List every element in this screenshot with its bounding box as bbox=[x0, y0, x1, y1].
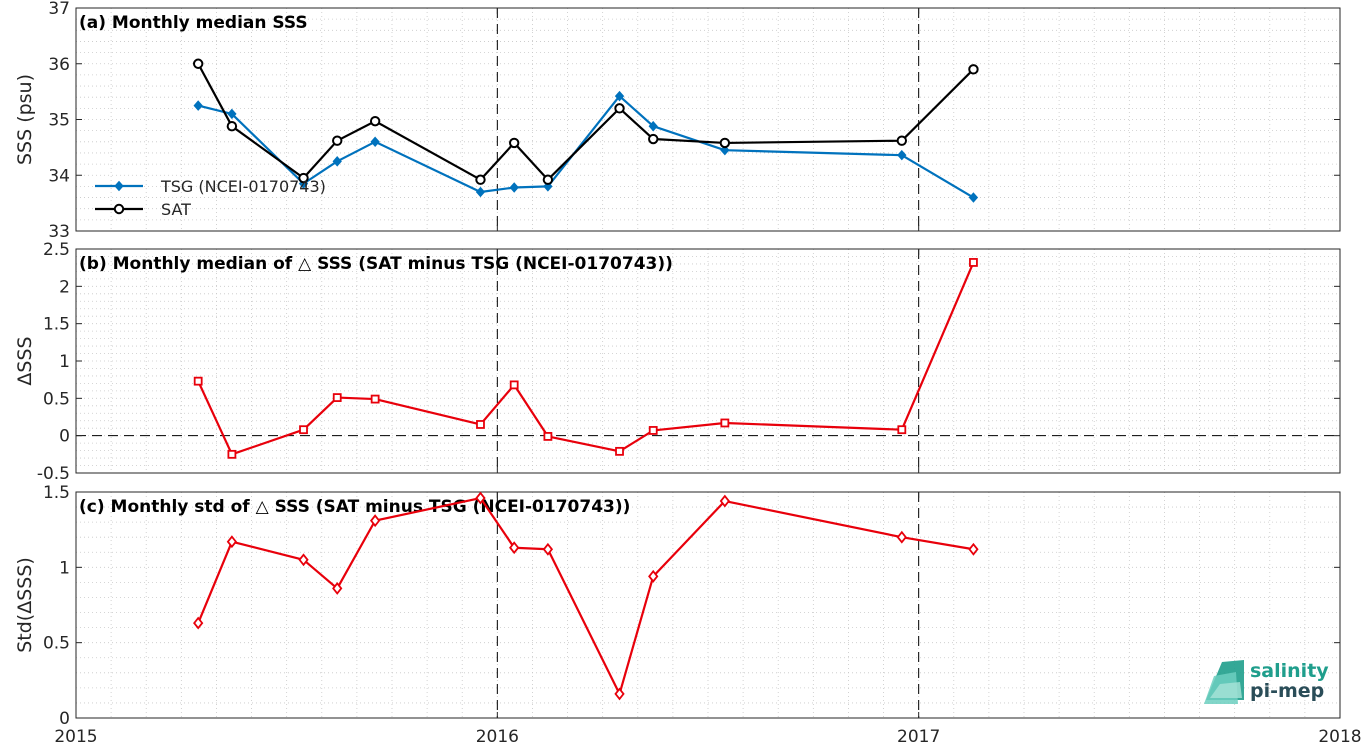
data-point bbox=[369, 115, 381, 127]
data-point bbox=[896, 135, 908, 146]
legend-label: TSG (NCEI-0170743) bbox=[160, 177, 326, 196]
data-point bbox=[614, 687, 625, 701]
x-tick-label: 2015 bbox=[54, 727, 97, 745]
data-point bbox=[542, 542, 554, 556]
data-point bbox=[332, 581, 343, 595]
data-point bbox=[475, 174, 486, 185]
y-tick-label: 34 bbox=[48, 166, 70, 186]
series-delta bbox=[193, 258, 978, 459]
data-point bbox=[719, 137, 731, 149]
y-axis-label: ΔSSS bbox=[14, 336, 36, 385]
data-point bbox=[897, 149, 907, 161]
data-point bbox=[193, 616, 204, 630]
y-tick-label: -0.5 bbox=[37, 464, 70, 484]
data-point bbox=[193, 100, 203, 111]
data-point bbox=[298, 553, 309, 567]
y-tick-label: 37 bbox=[48, 0, 70, 19]
legend: TSG (NCEI-0170743) SAT bbox=[95, 177, 326, 219]
y-tick-label: 1.5 bbox=[43, 315, 70, 335]
x-tick-label: 2016 bbox=[476, 727, 519, 745]
data-point bbox=[226, 535, 238, 549]
y-axis-label: SSS (psu) bbox=[14, 74, 36, 165]
data-point bbox=[298, 172, 309, 184]
legend-marker bbox=[114, 180, 124, 192]
data-point bbox=[968, 192, 979, 203]
data-point bbox=[370, 136, 380, 148]
y-tick-label: 36 bbox=[48, 55, 70, 75]
data-point bbox=[226, 120, 238, 132]
data-point bbox=[648, 426, 658, 435]
data-point bbox=[897, 425, 907, 435]
legend-marker bbox=[113, 203, 125, 215]
logo-text-pi-mep: pi-mep bbox=[1250, 680, 1324, 702]
legend-label: SAT bbox=[161, 200, 191, 219]
data-point bbox=[896, 530, 907, 544]
data-point bbox=[969, 258, 978, 267]
panel-1: 33 34 35 36 37 SSS (psu) (a) Monthly median SS… bbox=[14, 0, 1341, 242]
y-tick-label: 35 bbox=[48, 111, 70, 131]
panel-2: -0.5 0 0.5 1 1.5 2 2.5 ΔSSS (b) Monthly median o… bbox=[14, 240, 1341, 484]
data-point bbox=[192, 58, 204, 69]
y-tick-label: 0.5 bbox=[43, 634, 70, 654]
data-point bbox=[193, 376, 203, 386]
data-point bbox=[509, 182, 519, 193]
data-point bbox=[332, 156, 342, 167]
logo-text-salinity: salinity bbox=[1250, 660, 1329, 682]
data-point bbox=[648, 133, 659, 145]
data-point bbox=[614, 90, 625, 102]
data-point bbox=[543, 432, 553, 441]
data-point bbox=[475, 491, 486, 505]
y-tick-label: 2.5 bbox=[43, 240, 70, 260]
data-point bbox=[227, 449, 237, 459]
data-point bbox=[509, 380, 519, 390]
logo-wave-icon bbox=[1204, 660, 1244, 704]
y-tick-label: 33 bbox=[48, 222, 70, 242]
y-tick-label: 0 bbox=[59, 709, 70, 729]
data-point bbox=[968, 64, 979, 75]
series-line bbox=[197, 262, 975, 456]
series-sat bbox=[192, 58, 979, 185]
data-point bbox=[475, 186, 486, 198]
panel-title: (b) Monthly median of △ SSS (SAT minus T… bbox=[79, 254, 673, 274]
data-point bbox=[720, 144, 730, 156]
data-point bbox=[509, 541, 520, 555]
panel-title: (c) Monthly std of △ SSS (SAT minus TSG … bbox=[79, 497, 630, 517]
y-tick-label: 1 bbox=[59, 352, 70, 372]
x-tick-label: 2017 bbox=[897, 727, 940, 745]
y-tick-label: 2 bbox=[59, 277, 70, 297]
series-tsg-ncei-0170743- bbox=[193, 90, 979, 203]
data-point bbox=[720, 418, 730, 428]
salinity-pi-mep-logo: salinity pi-mep bbox=[1204, 660, 1329, 704]
series-delta bbox=[193, 491, 979, 701]
y-tick-label: 1.5 bbox=[43, 483, 70, 503]
data-point bbox=[332, 135, 343, 146]
data-point bbox=[227, 108, 237, 120]
data-point bbox=[332, 393, 342, 402]
data-point bbox=[648, 120, 658, 132]
y-tick-label: 1 bbox=[59, 558, 70, 578]
data-point bbox=[508, 137, 520, 149]
data-point bbox=[370, 394, 380, 404]
axes-frame bbox=[75, 491, 1341, 719]
y-axis-label: Std(ΔSSS) bbox=[14, 557, 36, 653]
series-line bbox=[197, 63, 975, 181]
data-point bbox=[648, 569, 659, 583]
data-point bbox=[299, 425, 308, 435]
y-tick-label: 0.5 bbox=[43, 389, 70, 409]
x-tick-label: 2018 bbox=[1318, 727, 1361, 745]
y-tick-label: 0 bbox=[59, 427, 70, 447]
series-line bbox=[197, 496, 974, 695]
data-point bbox=[476, 420, 485, 429]
data-point bbox=[369, 514, 381, 528]
data-point bbox=[542, 174, 554, 185]
data-point bbox=[719, 494, 731, 508]
panel-3: 0 0.5 1 1.5 Std(ΔSSS) (c) Monthly std of △ SS… bbox=[14, 483, 1341, 729]
data-point bbox=[615, 446, 624, 456]
data-point bbox=[614, 103, 625, 114]
panel-title: (a) Monthly median SSS bbox=[79, 13, 308, 33]
x-axis: 2015 2016 2017 2018 bbox=[54, 727, 1361, 745]
chart-panels: 33 34 35 36 37 SSS (psu) (a) Monthly median SS… bbox=[14, 0, 1362, 745]
data-point bbox=[968, 542, 979, 556]
